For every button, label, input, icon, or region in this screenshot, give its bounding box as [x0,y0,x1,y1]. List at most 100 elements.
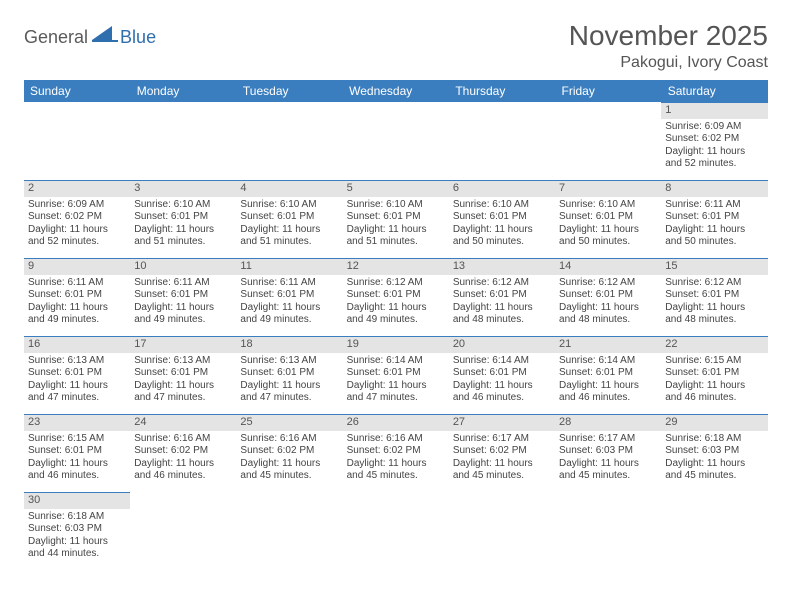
sunset-text: Sunset: 6:01 PM [665,289,763,302]
daylight-text: Daylight: 11 hours and 49 minutes. [347,302,445,327]
sunrise-text: Sunrise: 6:12 AM [347,277,445,290]
day-number [343,492,449,509]
calendar-cell: 29Sunrise: 6:18 AMSunset: 6:03 PMDayligh… [661,414,767,492]
daylight-text: Daylight: 11 hours and 46 minutes. [453,380,551,405]
day-number [555,492,661,509]
sunset-text: Sunset: 6:02 PM [240,445,338,458]
sunrise-text: Sunrise: 6:14 AM [559,355,657,368]
day-details: Sunrise: 6:10 AMSunset: 6:01 PMDaylight:… [555,197,661,253]
calendar-cell: 20Sunrise: 6:14 AMSunset: 6:01 PMDayligh… [449,336,555,414]
calendar-cell [449,102,555,180]
day-number: 15 [661,258,767,275]
calendar-cell: 22Sunrise: 6:15 AMSunset: 6:01 PMDayligh… [661,336,767,414]
day-number: 14 [555,258,661,275]
sunset-text: Sunset: 6:02 PM [134,445,232,458]
sunrise-text: Sunrise: 6:12 AM [559,277,657,290]
daylight-text: Daylight: 11 hours and 46 minutes. [559,380,657,405]
sunset-text: Sunset: 6:01 PM [28,289,126,302]
day-number: 29 [661,414,767,431]
calendar-table: Sunday Monday Tuesday Wednesday Thursday… [24,80,768,565]
sunrise-text: Sunrise: 6:14 AM [453,355,551,368]
day-number [449,102,555,119]
sunset-text: Sunset: 6:01 PM [28,367,126,380]
calendar-cell: 17Sunrise: 6:13 AMSunset: 6:01 PMDayligh… [130,336,236,414]
day-number: 25 [236,414,342,431]
day-number: 24 [130,414,236,431]
logo-text-blue: Blue [120,27,156,48]
daylight-text: Daylight: 11 hours and 49 minutes. [134,302,232,327]
daylight-text: Daylight: 11 hours and 49 minutes. [240,302,338,327]
calendar-row: 9Sunrise: 6:11 AMSunset: 6:01 PMDaylight… [24,258,768,336]
daylight-text: Daylight: 11 hours and 50 minutes. [559,224,657,249]
day-details: Sunrise: 6:13 AMSunset: 6:01 PMDaylight:… [130,353,236,409]
day-details: Sunrise: 6:12 AMSunset: 6:01 PMDaylight:… [343,275,449,331]
day-number: 18 [236,336,342,353]
sunset-text: Sunset: 6:02 PM [665,133,763,146]
daylight-text: Daylight: 11 hours and 45 minutes. [665,458,763,483]
page-title: November 2025 [569,20,768,52]
daylight-text: Daylight: 11 hours and 51 minutes. [347,224,445,249]
day-number [130,102,236,119]
calendar-row: 2Sunrise: 6:09 AMSunset: 6:02 PMDaylight… [24,180,768,258]
sunset-text: Sunset: 6:01 PM [134,367,232,380]
day-number: 23 [24,414,130,431]
day-details: Sunrise: 6:13 AMSunset: 6:01 PMDaylight:… [24,353,130,409]
calendar-cell: 30Sunrise: 6:18 AMSunset: 6:03 PMDayligh… [24,492,130,565]
day-details: Sunrise: 6:13 AMSunset: 6:01 PMDaylight:… [236,353,342,409]
daylight-text: Daylight: 11 hours and 45 minutes. [347,458,445,483]
calendar-cell: 19Sunrise: 6:14 AMSunset: 6:01 PMDayligh… [343,336,449,414]
day-details: Sunrise: 6:11 AMSunset: 6:01 PMDaylight:… [661,197,767,253]
weekday-header: Tuesday [236,80,342,102]
daylight-text: Daylight: 11 hours and 45 minutes. [453,458,551,483]
sunrise-text: Sunrise: 6:10 AM [453,199,551,212]
day-number: 10 [130,258,236,275]
day-details: Sunrise: 6:17 AMSunset: 6:02 PMDaylight:… [449,431,555,487]
calendar-cell: 5Sunrise: 6:10 AMSunset: 6:01 PMDaylight… [343,180,449,258]
day-details: Sunrise: 6:12 AMSunset: 6:01 PMDaylight:… [449,275,555,331]
day-number: 30 [24,492,130,509]
calendar-cell: 15Sunrise: 6:12 AMSunset: 6:01 PMDayligh… [661,258,767,336]
day-details: Sunrise: 6:10 AMSunset: 6:01 PMDaylight:… [130,197,236,253]
logo-flag-icon [92,26,118,49]
sunrise-text: Sunrise: 6:14 AM [347,355,445,368]
calendar-cell: 9Sunrise: 6:11 AMSunset: 6:01 PMDaylight… [24,258,130,336]
day-details: Sunrise: 6:09 AMSunset: 6:02 PMDaylight:… [24,197,130,253]
weekday-header: Friday [555,80,661,102]
sunrise-text: Sunrise: 6:13 AM [134,355,232,368]
daylight-text: Daylight: 11 hours and 46 minutes. [134,458,232,483]
sunrise-text: Sunrise: 6:16 AM [134,433,232,446]
calendar-cell: 6Sunrise: 6:10 AMSunset: 6:01 PMDaylight… [449,180,555,258]
daylight-text: Daylight: 11 hours and 51 minutes. [134,224,232,249]
calendar-cell: 10Sunrise: 6:11 AMSunset: 6:01 PMDayligh… [130,258,236,336]
day-details: Sunrise: 6:11 AMSunset: 6:01 PMDaylight:… [24,275,130,331]
sunset-text: Sunset: 6:01 PM [28,445,126,458]
sunset-text: Sunset: 6:01 PM [559,289,657,302]
sunrise-text: Sunrise: 6:13 AM [240,355,338,368]
day-number: 9 [24,258,130,275]
sunrise-text: Sunrise: 6:17 AM [453,433,551,446]
weekday-header: Saturday [661,80,767,102]
day-details: Sunrise: 6:16 AMSunset: 6:02 PMDaylight:… [343,431,449,487]
sunset-text: Sunset: 6:01 PM [453,211,551,224]
sunset-text: Sunset: 6:01 PM [240,367,338,380]
calendar-cell: 26Sunrise: 6:16 AMSunset: 6:02 PMDayligh… [343,414,449,492]
calendar-cell [130,102,236,180]
daylight-text: Daylight: 11 hours and 45 minutes. [559,458,657,483]
calendar-cell: 21Sunrise: 6:14 AMSunset: 6:01 PMDayligh… [555,336,661,414]
sunrise-text: Sunrise: 6:15 AM [665,355,763,368]
daylight-text: Daylight: 11 hours and 52 minutes. [665,146,763,171]
day-number: 27 [449,414,555,431]
weekday-header: Monday [130,80,236,102]
sunset-text: Sunset: 6:01 PM [665,367,763,380]
sunrise-text: Sunrise: 6:11 AM [134,277,232,290]
day-number: 13 [449,258,555,275]
calendar-cell: 27Sunrise: 6:17 AMSunset: 6:02 PMDayligh… [449,414,555,492]
day-number: 22 [661,336,767,353]
calendar-row: 30Sunrise: 6:18 AMSunset: 6:03 PMDayligh… [24,492,768,565]
calendar-body: 1Sunrise: 6:09 AMSunset: 6:02 PMDaylight… [24,102,768,565]
day-details: Sunrise: 6:15 AMSunset: 6:01 PMDaylight:… [24,431,130,487]
calendar-cell [130,492,236,565]
sunrise-text: Sunrise: 6:18 AM [28,511,126,524]
daylight-text: Daylight: 11 hours and 47 minutes. [347,380,445,405]
day-number: 7 [555,180,661,197]
